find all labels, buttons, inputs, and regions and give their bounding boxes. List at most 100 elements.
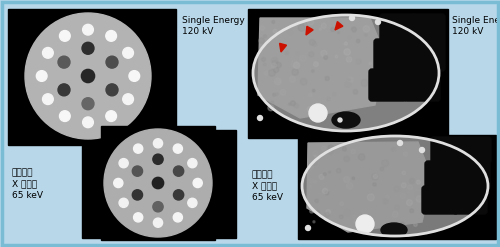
Polygon shape (306, 26, 313, 35)
Circle shape (174, 190, 184, 200)
Circle shape (346, 183, 353, 189)
Circle shape (104, 129, 212, 237)
Circle shape (354, 91, 358, 94)
Circle shape (309, 104, 327, 122)
Circle shape (114, 178, 123, 187)
Polygon shape (258, 18, 385, 118)
Circle shape (122, 94, 134, 104)
Ellipse shape (302, 136, 488, 236)
Circle shape (342, 147, 346, 151)
Circle shape (276, 93, 278, 96)
Circle shape (82, 69, 94, 82)
Circle shape (406, 200, 412, 206)
Circle shape (361, 80, 368, 86)
Circle shape (36, 71, 47, 81)
Circle shape (344, 210, 350, 215)
Circle shape (398, 141, 402, 145)
Circle shape (397, 223, 401, 227)
Circle shape (322, 188, 328, 194)
Circle shape (258, 116, 262, 121)
Circle shape (344, 211, 346, 213)
Circle shape (42, 94, 54, 104)
Circle shape (174, 144, 182, 153)
Circle shape (310, 185, 312, 187)
Circle shape (348, 83, 351, 86)
Circle shape (364, 34, 368, 36)
Circle shape (404, 65, 409, 71)
Circle shape (363, 26, 370, 32)
Circle shape (368, 71, 374, 77)
Circle shape (134, 213, 142, 222)
Circle shape (402, 143, 407, 147)
Circle shape (325, 77, 329, 81)
Circle shape (274, 67, 279, 73)
Circle shape (386, 195, 389, 199)
Circle shape (106, 56, 118, 68)
Circle shape (310, 209, 314, 213)
Circle shape (396, 159, 398, 161)
Circle shape (344, 42, 348, 45)
Circle shape (390, 78, 394, 82)
Circle shape (331, 27, 335, 32)
Circle shape (290, 101, 296, 106)
Circle shape (58, 84, 70, 96)
Circle shape (352, 177, 354, 180)
Circle shape (344, 176, 349, 183)
Circle shape (408, 182, 414, 188)
Circle shape (400, 222, 404, 226)
Ellipse shape (253, 15, 439, 131)
Circle shape (315, 199, 318, 203)
Circle shape (294, 103, 299, 108)
Circle shape (272, 57, 278, 64)
Circle shape (106, 84, 118, 96)
Circle shape (153, 202, 163, 212)
Circle shape (369, 62, 372, 65)
Circle shape (119, 198, 128, 207)
Circle shape (350, 16, 354, 21)
Circle shape (193, 178, 202, 187)
Circle shape (402, 171, 406, 175)
Circle shape (307, 106, 313, 112)
Circle shape (290, 76, 296, 82)
Circle shape (348, 78, 350, 81)
Text: a: a (10, 14, 18, 27)
Circle shape (312, 161, 317, 166)
Circle shape (331, 68, 335, 72)
Circle shape (336, 169, 341, 173)
Circle shape (310, 160, 312, 163)
Bar (82, 130, 236, 238)
Text: b: b (250, 14, 259, 27)
Circle shape (396, 84, 401, 89)
Circle shape (319, 28, 322, 30)
Circle shape (403, 152, 407, 156)
Circle shape (328, 171, 330, 173)
FancyBboxPatch shape (431, 137, 465, 163)
Circle shape (312, 42, 317, 46)
Circle shape (134, 144, 142, 153)
FancyBboxPatch shape (369, 69, 407, 101)
Circle shape (346, 57, 352, 62)
Circle shape (383, 199, 388, 204)
Circle shape (82, 42, 94, 54)
Circle shape (415, 192, 421, 198)
Circle shape (321, 23, 326, 28)
Circle shape (401, 170, 406, 175)
Circle shape (272, 60, 278, 65)
Circle shape (420, 147, 424, 152)
Text: Single Energy
120 kV: Single Energy 120 kV (182, 16, 245, 36)
Circle shape (348, 36, 350, 39)
Circle shape (313, 221, 315, 223)
Circle shape (294, 62, 300, 68)
Circle shape (306, 226, 310, 230)
Circle shape (300, 78, 307, 85)
Circle shape (325, 191, 329, 195)
FancyBboxPatch shape (374, 39, 412, 71)
Circle shape (352, 27, 356, 32)
Polygon shape (280, 43, 286, 52)
Circle shape (326, 209, 330, 214)
Bar (101, 126, 215, 240)
Circle shape (396, 73, 402, 78)
Circle shape (319, 174, 324, 180)
Circle shape (292, 69, 298, 75)
Circle shape (129, 71, 140, 81)
